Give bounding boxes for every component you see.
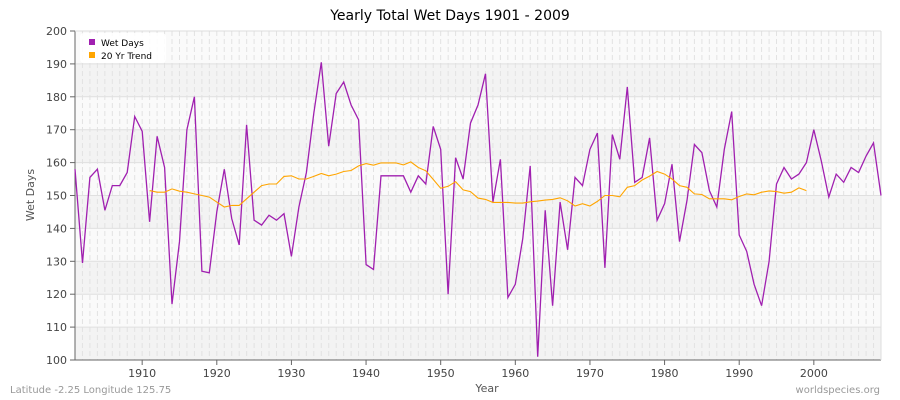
x-tick-label: 1990 xyxy=(725,367,753,380)
y-tick-label: 180 xyxy=(46,91,67,104)
location-label: Latitude -2.25 Longitude 125.75 xyxy=(10,385,172,396)
legend-swatch-trend xyxy=(89,52,95,58)
y-tick-label: 140 xyxy=(46,222,67,235)
y-tick-label: 150 xyxy=(46,190,67,203)
x-tick-label: 1980 xyxy=(651,367,679,380)
y-tick-label: 110 xyxy=(46,321,67,334)
x-tick-label: 1930 xyxy=(277,367,305,380)
x-tick-label: 1910 xyxy=(128,367,156,380)
x-tick-label: 2000 xyxy=(800,367,828,380)
y-axis-label: Wet Days xyxy=(24,169,37,222)
y-tick-label: 130 xyxy=(46,255,67,268)
chart-title: Yearly Total Wet Days 1901 - 2009 xyxy=(330,8,570,24)
x-tick-label: 1940 xyxy=(352,367,380,380)
y-tick-label: 160 xyxy=(46,157,67,170)
x-tick-label: 1950 xyxy=(427,367,455,380)
legend-box xyxy=(80,33,166,63)
legend-label-wet-days: Wet Days xyxy=(101,39,144,49)
x-tick-label: 1920 xyxy=(203,367,231,380)
legend: Wet Days 20 Yr Trend xyxy=(80,33,166,63)
y-tick-label: 190 xyxy=(46,58,67,71)
x-tick-label: 1960 xyxy=(501,367,529,380)
legend-swatch-wet-days xyxy=(89,39,95,45)
legend-label-trend: 20 Yr Trend xyxy=(101,52,152,62)
source-label: worldspecies.org xyxy=(795,385,880,396)
y-tick-label: 100 xyxy=(46,354,67,367)
y-tick-label: 170 xyxy=(46,124,67,137)
x-tick-label: 1970 xyxy=(576,367,604,380)
x-axis-label: Year xyxy=(474,382,499,395)
y-tick-label: 200 xyxy=(46,25,67,38)
y-tick-label: 120 xyxy=(46,288,67,301)
